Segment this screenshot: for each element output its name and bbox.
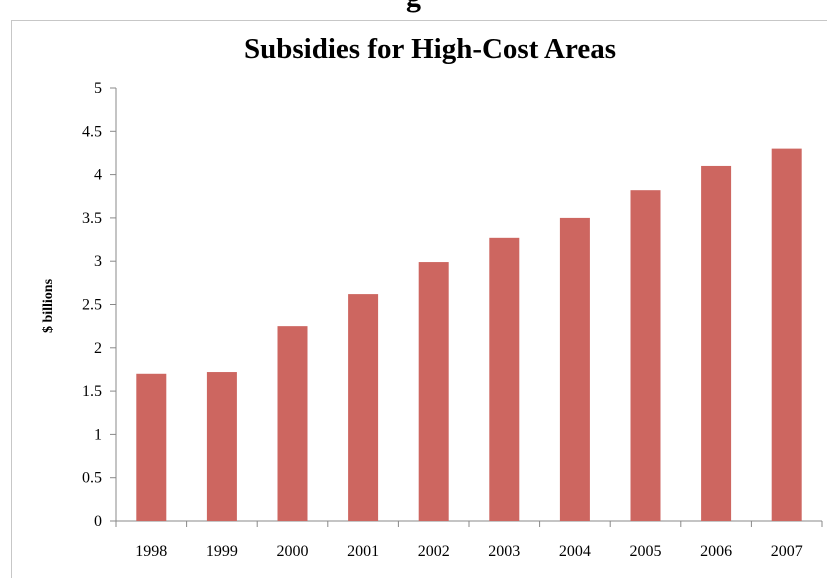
- x-tick-label: 2001: [347, 543, 379, 560]
- x-tick-label: 1999: [206, 543, 238, 560]
- y-tick-label: 1: [94, 426, 102, 443]
- bar: [701, 165, 732, 521]
- bars: [136, 148, 802, 522]
- chart-title: Subsidies for High-Cost Areas: [244, 33, 616, 65]
- x-tick-label: 2002: [418, 543, 450, 560]
- bar: [277, 326, 308, 521]
- y-tick-label: 5: [94, 80, 102, 97]
- x-tick-label: 2005: [630, 543, 662, 560]
- bar: [771, 148, 802, 521]
- y-tick-label: 4.5: [82, 123, 102, 140]
- y-tick-label: 4: [94, 167, 102, 184]
- bar: [136, 373, 167, 521]
- y-axis-title: $ billions: [41, 278, 56, 333]
- bar: [348, 294, 379, 521]
- bar: [630, 190, 661, 522]
- y-tick-label: 3: [94, 253, 102, 270]
- y-tick-label: 0.5: [82, 470, 102, 487]
- x-tick-label: 2006: [700, 543, 732, 560]
- x-tick-label: 2003: [488, 543, 520, 560]
- x-tick-label: 2000: [277, 543, 309, 560]
- y-tick-label: 0: [94, 513, 102, 530]
- y-axis: 0 0.5 1 1.5 2 2.5 3 3.5 4 4.5 5: [82, 80, 117, 530]
- chart-border: [11, 20, 827, 578]
- x-tick-label: 2004: [559, 543, 591, 560]
- bar: [418, 262, 449, 521]
- y-tick-label: 2.5: [82, 297, 102, 314]
- bar: [559, 217, 590, 521]
- x-axis: 1998 1999 2000 2001 2002 2003 2004 2005 2006 2007: [115, 520, 823, 560]
- bar: [206, 372, 237, 521]
- y-tick-label: 2: [94, 340, 102, 357]
- y-tick-label: 1.5: [82, 383, 102, 400]
- bar: [489, 237, 520, 521]
- clipped-heading: g: [0, 0, 827, 12]
- x-tick-label: 2007: [771, 543, 803, 560]
- y-tick-label: 3.5: [82, 210, 102, 227]
- x-tick-label: 1998: [135, 543, 167, 560]
